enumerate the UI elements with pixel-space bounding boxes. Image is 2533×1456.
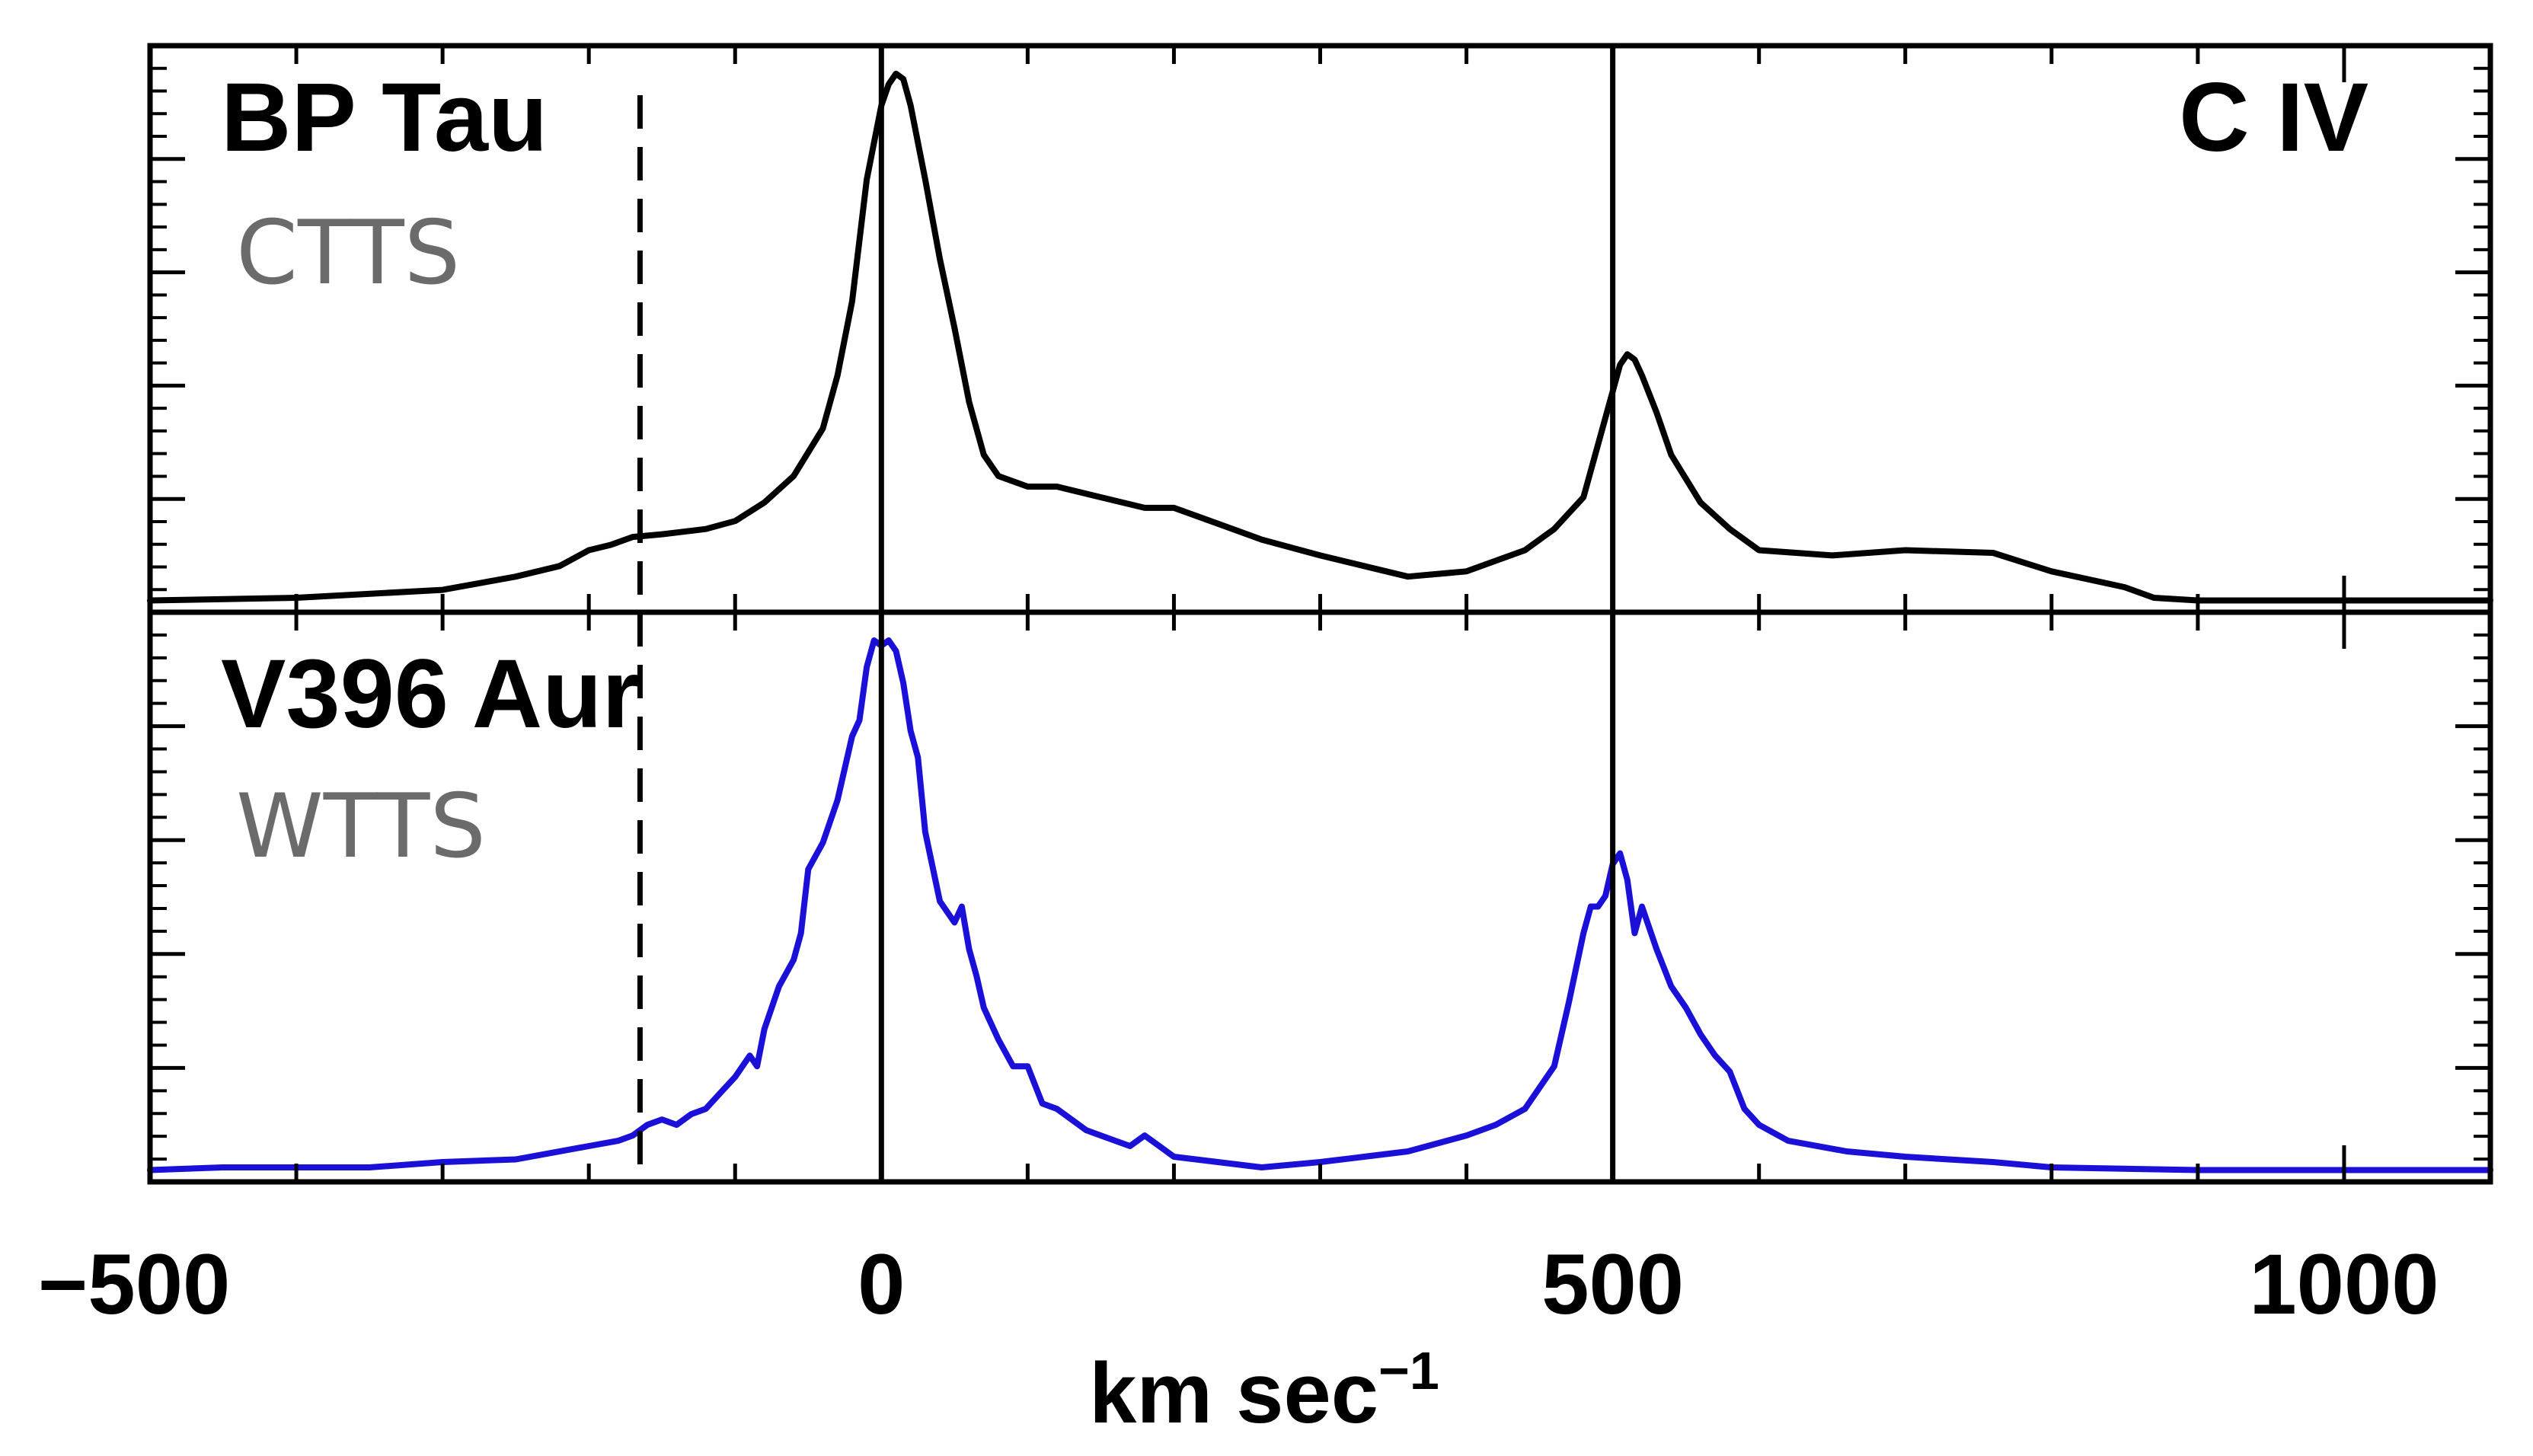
top-panel <box>147 70 2493 604</box>
top-panel-star-name: BP Tau <box>221 63 548 172</box>
top-panel-type-label: CTTS <box>236 202 460 305</box>
x-tick-label: 0 <box>858 1237 905 1332</box>
x-axis-label: km sec−1 <box>1089 1341 1439 1441</box>
x-axis-label-main: km sec <box>1089 1346 1378 1441</box>
series-line-bp-tau <box>147 70 2493 604</box>
x-tick-label: 1000 <box>2249 1237 2439 1332</box>
series-line-v396-aur <box>147 637 2493 1173</box>
x-axis-label-superscript: −1 <box>1378 1341 1439 1400</box>
x-tick-label: 500 <box>1541 1237 1684 1332</box>
x-tick-label: −500 <box>38 1237 230 1332</box>
x-axis: −500 0 500 1000 <box>38 46 2493 1332</box>
bottom-panel-type-label: WTTS <box>236 775 486 878</box>
bottom-panel-star-name: V396 Aur <box>221 640 640 749</box>
bottom-panel <box>147 637 2493 1173</box>
line-label: C IV <box>2179 63 2368 172</box>
